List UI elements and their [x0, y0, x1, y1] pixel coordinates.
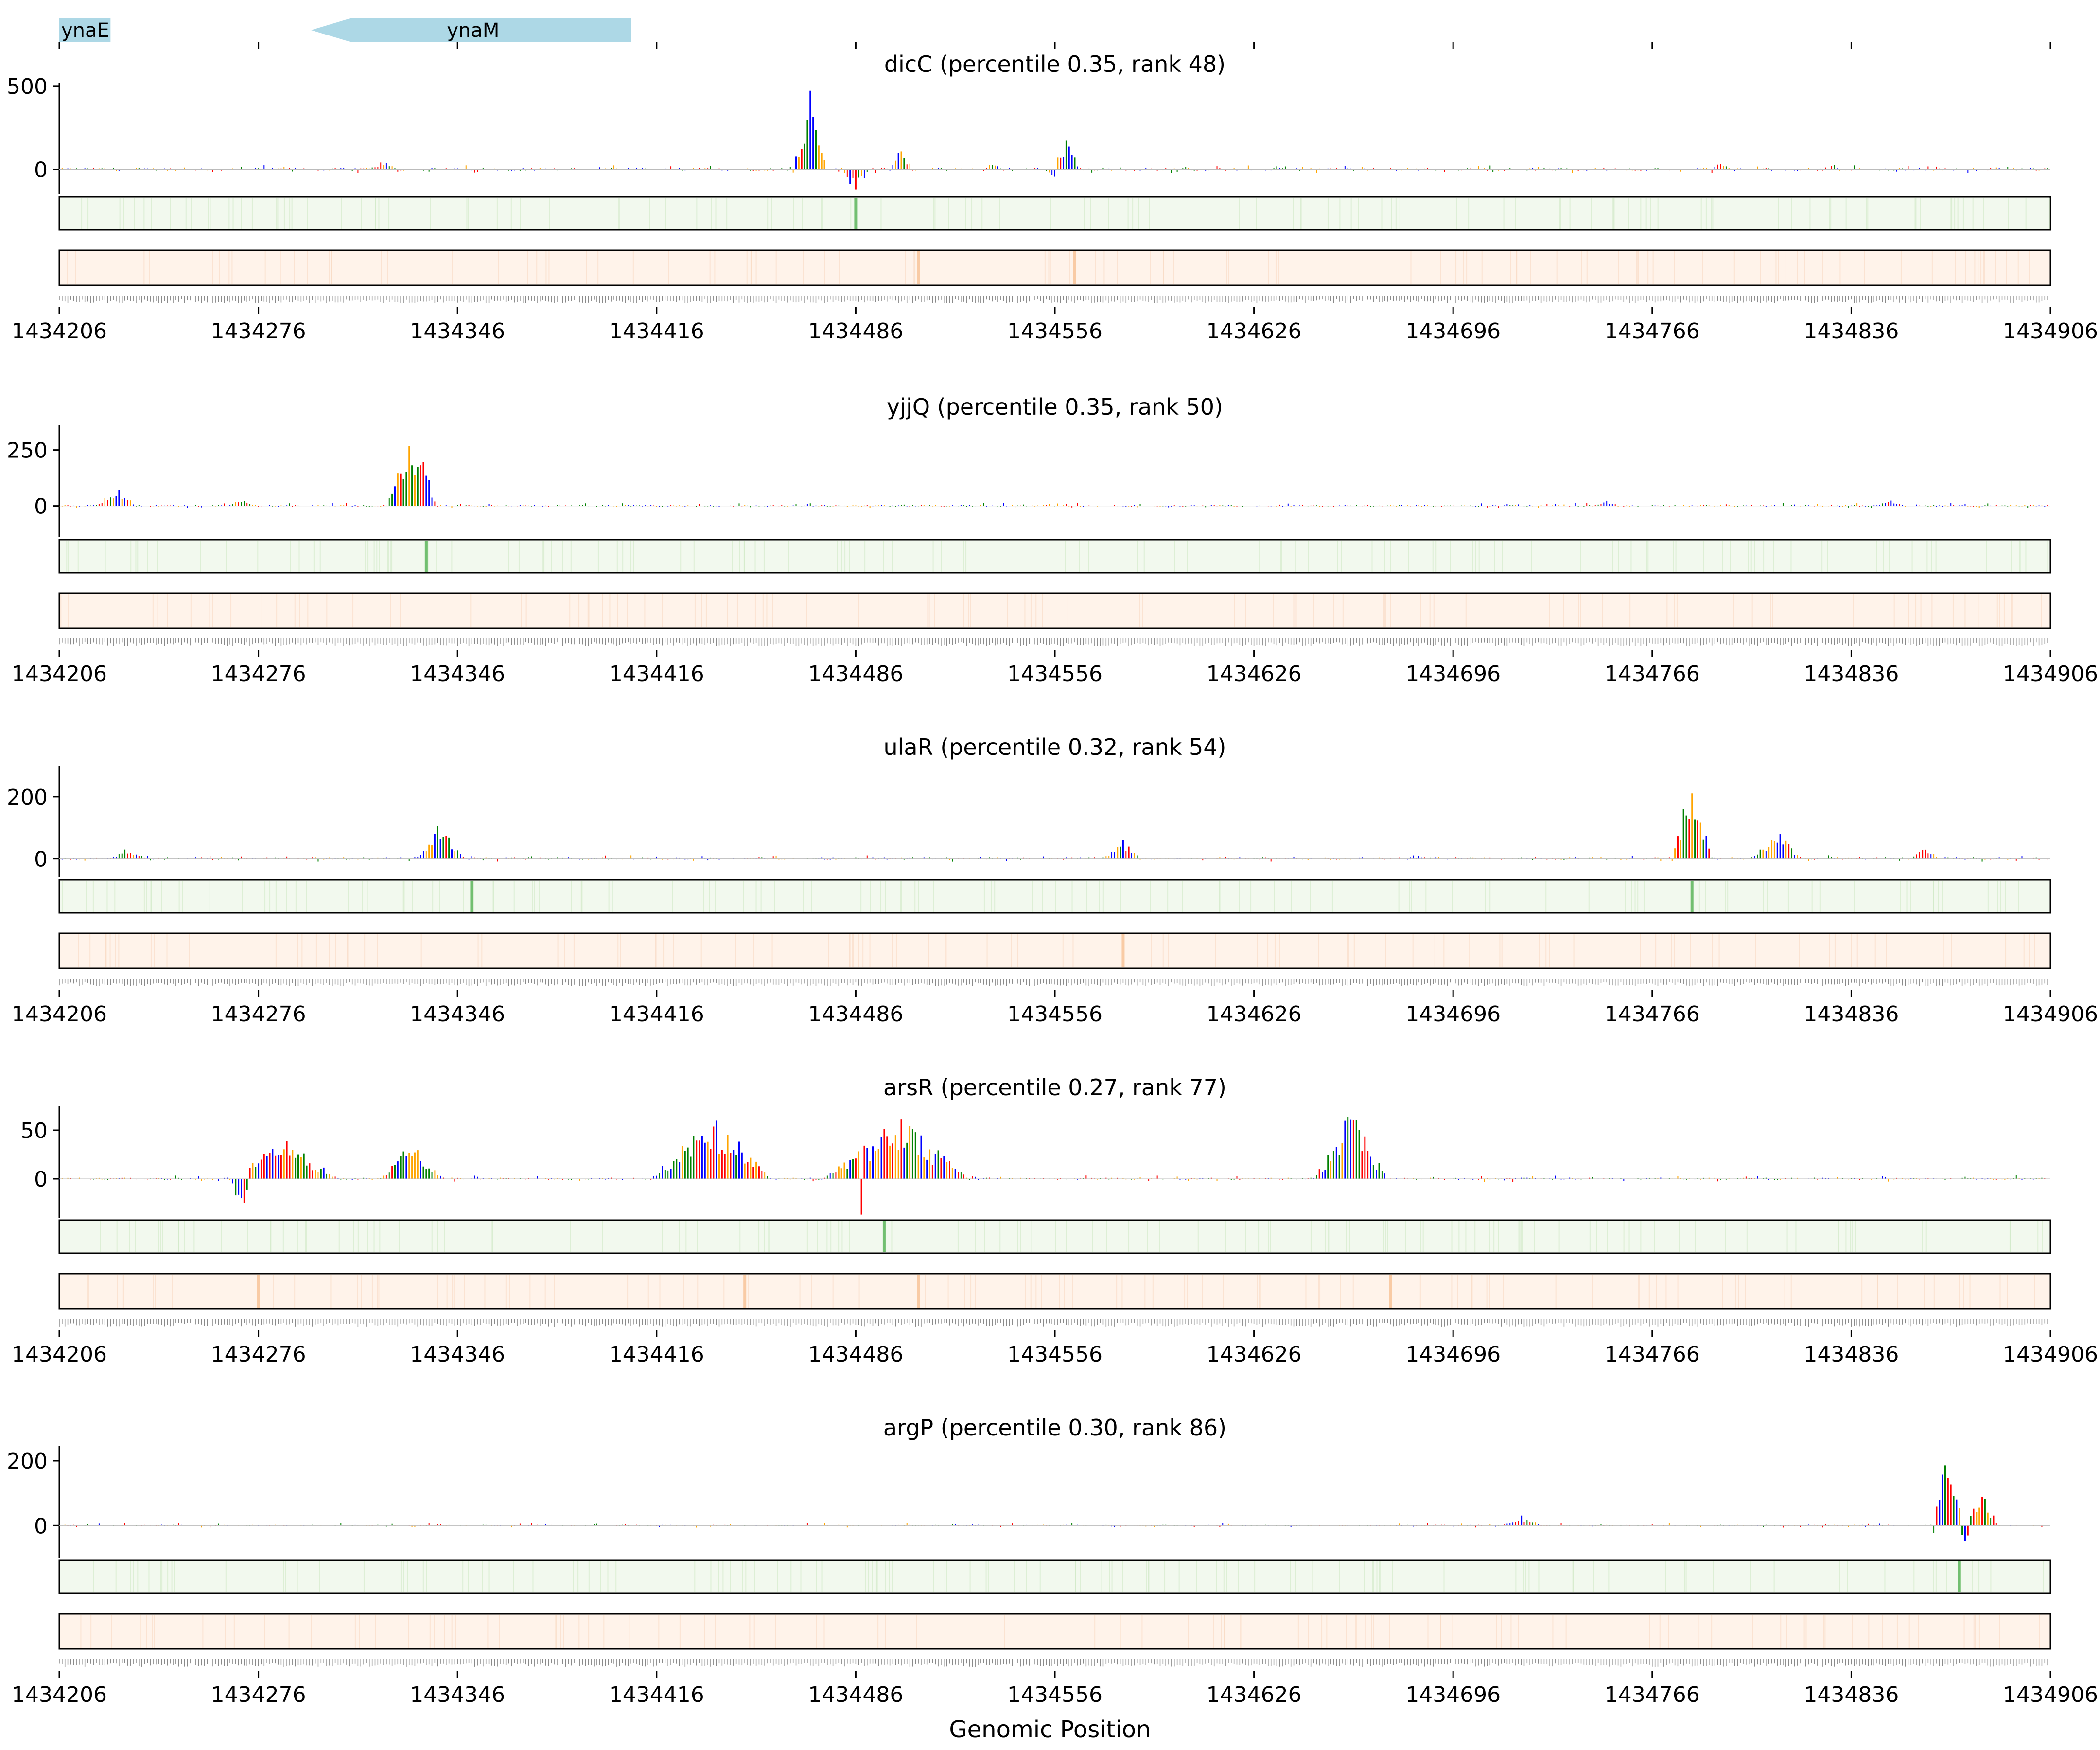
panel-3: arsR (percentile 0.27, rank 77)050143420… [12, 1074, 2098, 1367]
panel-2: ulaR (percentile 0.32, rank 54) 0 200 14342… [7, 734, 2098, 1027]
x-tick-label: 1434276 [211, 662, 306, 686]
y-tick-label: 50 [20, 1119, 48, 1143]
variant-hotspot [1121, 934, 1125, 967]
attribution-hotspot [854, 198, 858, 229]
variant-heat-track [58, 249, 2051, 286]
attribution-bars [59, 445, 2048, 508]
x-tick-label: 1434276 [211, 1002, 306, 1027]
x-tick-label: 1434626 [1207, 319, 1302, 344]
gene-label: ynaE [61, 19, 109, 42]
gene-label: ynaM [447, 19, 499, 42]
attribution-bars [59, 793, 2048, 862]
x-tick-label: 1434276 [211, 319, 306, 344]
x-tick-label: 1434206 [12, 662, 107, 686]
y-tick-label: 0 [34, 494, 48, 519]
y-tick-label: 0 [34, 158, 48, 183]
y-tick-label: 0 [34, 1167, 48, 1192]
attribution-hotspot [424, 541, 428, 572]
x-tick-label: 1434836 [1803, 1002, 1899, 1027]
x-tick-label: 1434206 [12, 1002, 107, 1027]
x-tick-label: 1434696 [1405, 1002, 1501, 1027]
attribution-heat-track [58, 879, 2051, 914]
x-tick-label: 1434486 [808, 319, 903, 344]
x-tick-label: 1434486 [808, 662, 903, 686]
panel-1: yjjQ (percentile 0.35, rank 50) 0 250 14342… [7, 394, 2098, 686]
variant-hotspot [1073, 251, 1076, 284]
x-tick-label: 1434346 [410, 662, 505, 686]
x-tick-label: 1434416 [609, 662, 704, 686]
x-tick-label: 1434486 [808, 1002, 903, 1027]
attribution-bars [59, 90, 2048, 190]
x-tick-label: 1434766 [1605, 662, 1700, 686]
x-tick-label: 1434836 [1803, 662, 1899, 686]
x-tick-label: 1434556 [1007, 662, 1102, 686]
x-tick-label: 1434766 [1605, 319, 1700, 344]
gene-box-ynaE [59, 18, 111, 42]
attribution-heat-track [58, 196, 2051, 231]
sequence-track [59, 638, 2048, 646]
panel-0: dicC (percentile 0.35, rank 48) 0 500 14342… [7, 51, 2098, 344]
x-tick-label: 1434626 [1207, 662, 1302, 686]
sequence-track [59, 296, 2048, 303]
x-tick-label: 1434696 [1405, 662, 1501, 686]
gene-arrow-ynaM [311, 18, 631, 42]
attribution-hotspot [1690, 881, 1694, 912]
panel-title: arsR (percentile 0.27, rank 77) [883, 1074, 1226, 1101]
x-tick-label: 1434346 [410, 319, 505, 344]
x-tick-label: 1434906 [2003, 319, 2098, 344]
x-tick-label: 1434556 [1007, 319, 1102, 344]
y-tick-label: 250 [7, 438, 48, 463]
y-tick-label: 500 [7, 74, 48, 99]
x-tick-label: 1434346 [410, 1002, 505, 1027]
attribution-hotspot [470, 881, 473, 912]
y-tick-label: 200 [7, 785, 48, 810]
attribution-bars [59, 1117, 2048, 1215]
gene-track: ynaE ynaM [58, 18, 2051, 49]
panels: dicC (percentile 0.35, rank 48)050014342… [7, 51, 2098, 1707]
x-tick-label: 1434416 [609, 1002, 704, 1027]
x-tick-label: 1434206 [12, 319, 107, 344]
panel-title: yjjQ (percentile 0.35, rank 50) [887, 394, 1223, 420]
x-tick-label: 1434766 [1605, 1002, 1700, 1027]
x-tick-label: 1434836 [1803, 319, 1899, 344]
sequence-track [59, 979, 2048, 986]
panel-title: dicC (percentile 0.35, rank 48) [884, 51, 1225, 77]
panel-title: ulaR (percentile 0.32, rank 54) [884, 734, 1226, 760]
variant-heat-track [58, 592, 2051, 629]
x-tick-label: 1434556 [1007, 1002, 1102, 1027]
x-tick-label: 1434696 [1405, 319, 1501, 344]
x-tick-label: 1434626 [1207, 1002, 1302, 1027]
x-tick-label: 1434906 [2003, 1002, 2098, 1027]
x-tick-label: 1434416 [609, 319, 704, 344]
y-tick-label: 0 [34, 847, 48, 872]
variant-hotspot [917, 251, 920, 284]
variant-heat-track [58, 932, 2051, 969]
x-tick-label: 1434906 [2003, 662, 2098, 686]
